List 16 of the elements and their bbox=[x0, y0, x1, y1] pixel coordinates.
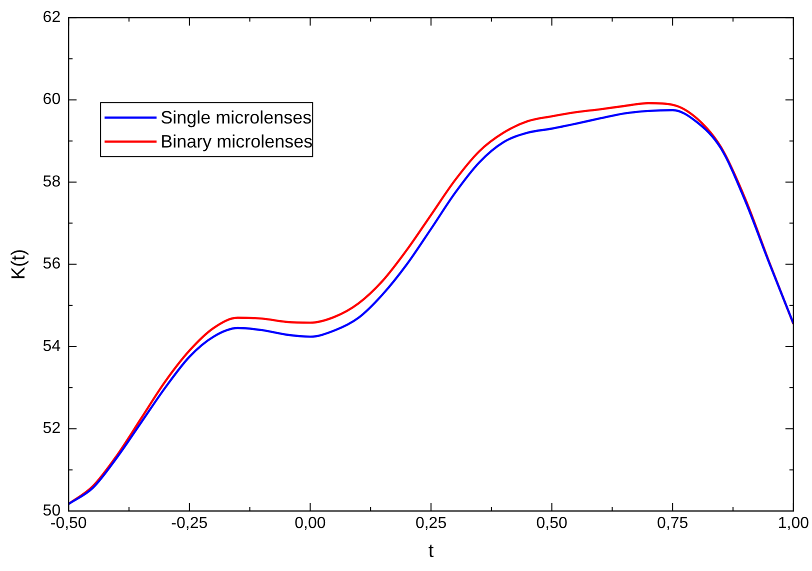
y-tick-label: 62 bbox=[42, 9, 61, 26]
x-tick-label: 0,00 bbox=[294, 515, 326, 532]
y-tick-label: 54 bbox=[42, 338, 61, 355]
legend-label: Binary microlenses bbox=[160, 132, 313, 152]
y-tick-label: 60 bbox=[42, 91, 61, 108]
legend-label: Single microlenses bbox=[160, 108, 312, 128]
y-tick-label: 56 bbox=[42, 256, 61, 273]
y-tick-label: 52 bbox=[42, 420, 61, 438]
x-tick-label: -0,25 bbox=[171, 515, 208, 532]
x-tick-label: 0,50 bbox=[536, 515, 568, 532]
y-tick-label: 58 bbox=[42, 173, 61, 190]
x-tick-label: 0,75 bbox=[657, 515, 688, 532]
x-axis-title: t bbox=[428, 540, 434, 562]
x-tick-label: 1,00 bbox=[778, 515, 810, 532]
x-tick-label: 0,25 bbox=[415, 515, 447, 532]
y-axis-title: K(t) bbox=[8, 248, 30, 280]
